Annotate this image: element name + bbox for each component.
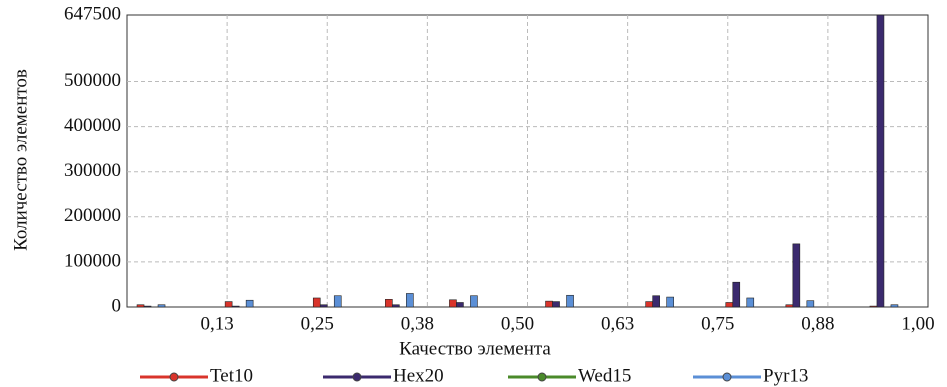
x-tick-label: 0,88 (801, 313, 834, 334)
bar (392, 304, 400, 308)
x-tick-label: 0,63 (601, 313, 634, 334)
legend-label: Tet10 (210, 365, 253, 386)
bar (732, 281, 741, 308)
y-tick-label: 647500 (64, 3, 121, 24)
legend-label: Wed15 (578, 365, 631, 386)
bar (319, 304, 328, 308)
y-tick-label: 0 (112, 295, 122, 316)
bar (157, 304, 166, 308)
x-tick-label: 0,25 (301, 313, 334, 334)
bar (652, 295, 660, 308)
bar (385, 299, 393, 308)
bar (333, 295, 342, 308)
bar (312, 297, 321, 308)
y-tick-label: 500000 (64, 70, 121, 91)
x-tick-label: 1,00 (901, 313, 934, 334)
bar (566, 294, 574, 308)
legend-marker (352, 372, 362, 382)
y-tick-label: 200000 (64, 205, 121, 226)
x-tick-label: 0,50 (501, 313, 534, 334)
bar (869, 305, 878, 308)
bar (143, 305, 152, 308)
bar (890, 304, 899, 308)
bar (666, 296, 674, 308)
bar (725, 302, 734, 308)
bar (785, 304, 794, 308)
bar (545, 300, 553, 308)
x-axis-label: Качество элемента (399, 338, 551, 359)
y-tick-label: 300000 (64, 160, 121, 181)
bar (231, 305, 240, 308)
bar (470, 295, 478, 308)
legend-label: Hex20 (393, 365, 444, 386)
bar (456, 302, 464, 308)
y-axis-label: Количество элементов (10, 69, 31, 251)
y-tick-label: 400000 (64, 115, 121, 136)
legend-marker (722, 372, 732, 382)
bar (552, 301, 560, 308)
legend-marker (169, 372, 179, 382)
legend-label: Pyr13 (763, 365, 808, 386)
legend-marker (537, 372, 547, 382)
bar (645, 301, 653, 308)
bar (136, 304, 145, 308)
bar (449, 299, 457, 308)
bar (806, 300, 815, 308)
x-tick-label: 0,38 (401, 313, 434, 334)
y-tick-label: 100000 (64, 250, 121, 271)
bar (746, 297, 755, 308)
bar (792, 243, 801, 308)
bar (406, 293, 414, 308)
bar (224, 301, 233, 308)
bar (876, 14, 885, 308)
x-tick-label: 0,13 (201, 313, 234, 334)
x-tick-label: 0,75 (701, 313, 734, 334)
bar (245, 299, 254, 308)
